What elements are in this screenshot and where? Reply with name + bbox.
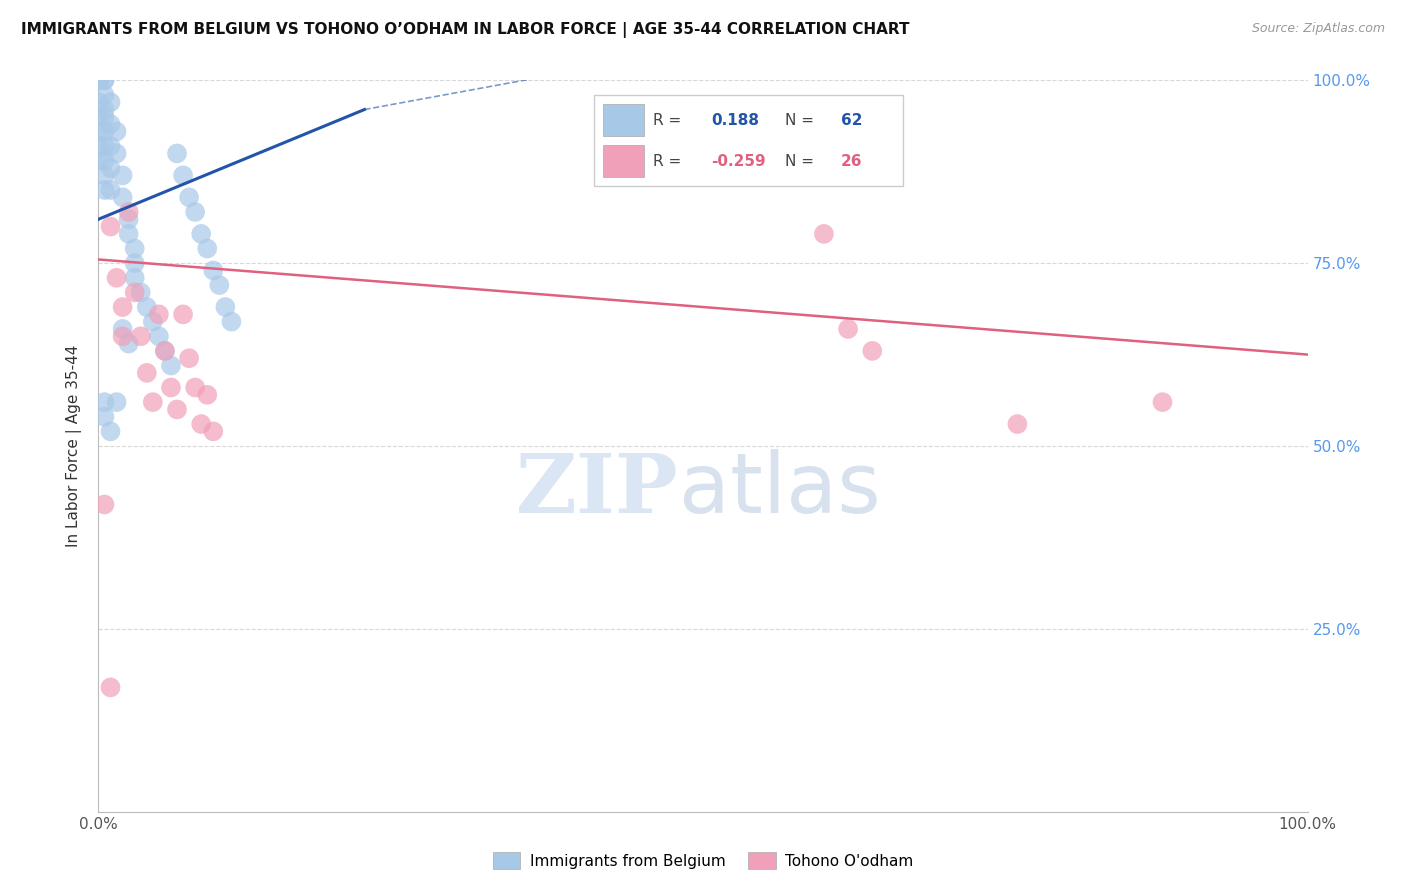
Point xyxy=(172,169,194,183)
Point xyxy=(111,300,134,314)
Y-axis label: In Labor Force | Age 35-44: In Labor Force | Age 35-44 xyxy=(66,345,83,547)
Point xyxy=(129,285,152,300)
Point xyxy=(160,359,183,373)
Point xyxy=(172,307,194,321)
Point xyxy=(87,73,110,87)
Point xyxy=(100,95,122,110)
Point xyxy=(87,73,110,87)
Point xyxy=(105,124,128,138)
Point xyxy=(135,366,157,380)
Point xyxy=(124,256,146,270)
Point xyxy=(111,329,134,343)
Point xyxy=(100,161,122,175)
Point xyxy=(129,329,152,343)
Point xyxy=(166,402,188,417)
Point xyxy=(148,329,170,343)
Legend: Immigrants from Belgium, Tohono O'odham: Immigrants from Belgium, Tohono O'odham xyxy=(486,846,920,875)
Point xyxy=(93,183,115,197)
Text: IMMIGRANTS FROM BELGIUM VS TOHONO O’ODHAM IN LABOR FORCE | AGE 35-44 CORRELATION: IMMIGRANTS FROM BELGIUM VS TOHONO O’ODHA… xyxy=(21,22,910,38)
Point xyxy=(100,139,122,153)
Point xyxy=(179,190,201,204)
Point xyxy=(93,169,115,183)
Point xyxy=(124,270,146,285)
Point xyxy=(190,417,212,431)
Point xyxy=(111,169,134,183)
Point xyxy=(179,351,201,366)
Point xyxy=(111,322,134,336)
Point xyxy=(87,73,110,87)
Point xyxy=(208,278,231,293)
Point xyxy=(142,315,165,329)
Point xyxy=(195,388,218,402)
Point xyxy=(135,300,157,314)
Point xyxy=(100,425,122,439)
Point xyxy=(87,73,110,87)
Point xyxy=(87,73,110,87)
Point xyxy=(87,73,110,87)
Point xyxy=(87,139,110,153)
Point xyxy=(87,73,110,87)
Point xyxy=(184,205,207,219)
Point xyxy=(118,336,141,351)
Point xyxy=(87,73,110,87)
Point xyxy=(87,73,110,87)
Point xyxy=(93,124,115,138)
Point xyxy=(184,380,207,394)
Point xyxy=(87,95,110,110)
Point xyxy=(87,110,110,124)
Point xyxy=(87,73,110,87)
Point xyxy=(93,153,115,168)
Point xyxy=(118,205,141,219)
Point xyxy=(100,681,122,695)
Point xyxy=(100,117,122,131)
Point xyxy=(148,307,170,321)
Point xyxy=(93,73,115,87)
Point xyxy=(93,395,115,409)
Text: Source: ZipAtlas.com: Source: ZipAtlas.com xyxy=(1251,22,1385,36)
Point xyxy=(111,190,134,204)
Point xyxy=(160,380,183,394)
Point xyxy=(100,219,122,234)
Point xyxy=(93,87,115,102)
Point xyxy=(100,183,122,197)
Point xyxy=(118,212,141,227)
Point xyxy=(153,343,176,358)
Text: atlas: atlas xyxy=(679,450,880,531)
Point xyxy=(93,110,115,124)
Point xyxy=(93,139,115,153)
Point xyxy=(105,146,128,161)
Point xyxy=(837,322,859,336)
Point xyxy=(202,263,225,277)
Point xyxy=(142,395,165,409)
Point xyxy=(87,153,110,168)
Point xyxy=(813,227,835,241)
Point xyxy=(105,395,128,409)
Point xyxy=(93,498,115,512)
Point xyxy=(124,285,146,300)
Point xyxy=(93,73,115,87)
Point xyxy=(87,73,110,87)
Point xyxy=(87,73,110,87)
Point xyxy=(221,315,243,329)
Point xyxy=(118,227,141,241)
Point xyxy=(190,227,212,241)
Point xyxy=(860,343,883,358)
Point xyxy=(124,242,146,256)
Point xyxy=(214,300,236,314)
Point xyxy=(105,270,128,285)
Point xyxy=(166,146,188,161)
Point xyxy=(1152,395,1174,409)
Point xyxy=(153,343,176,358)
Point xyxy=(202,425,225,439)
Point xyxy=(93,103,115,117)
Point xyxy=(1007,417,1029,431)
Point xyxy=(93,409,115,424)
Point xyxy=(195,242,218,256)
Point xyxy=(87,124,110,138)
Text: ZIP: ZIP xyxy=(516,450,679,530)
